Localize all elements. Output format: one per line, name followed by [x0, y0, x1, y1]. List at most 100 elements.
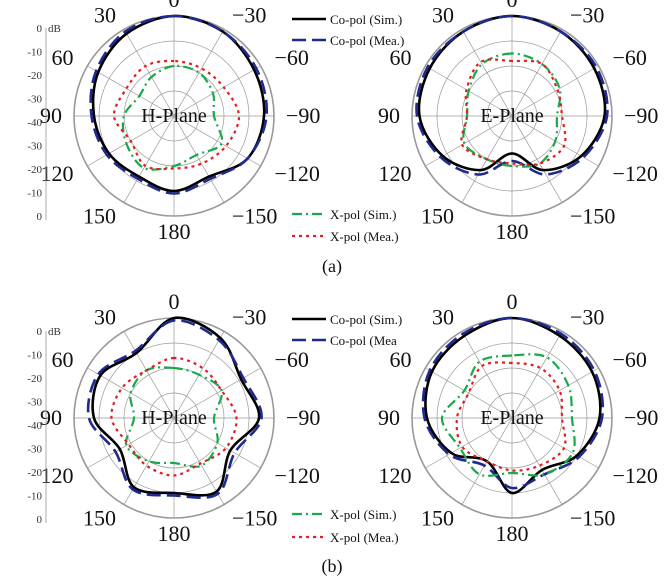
- legend-label: X-pol (Sim.): [330, 507, 396, 522]
- scale-tick-label: -40: [27, 117, 42, 129]
- scale-tick-label: -30: [27, 444, 42, 456]
- scale-tick-label: -30: [27, 141, 42, 153]
- plane-label: E-Plane: [480, 105, 543, 127]
- series-solid-line: [91, 14, 266, 193]
- angle-tick-label: −30: [570, 305, 604, 330]
- series-dash-line: [89, 14, 269, 195]
- legend-a-copol-sim: Co-pol (Sim.): [292, 12, 402, 27]
- angle-tick-label: 120: [379, 463, 412, 488]
- angle-tick-label: −90: [624, 405, 658, 430]
- legend-label: X-pol (Mea.): [330, 229, 399, 244]
- scale-tick-label: 0: [37, 514, 43, 526]
- grid-spoke: [425, 417, 513, 469]
- angle-tick-label: 30: [432, 305, 454, 330]
- grid-spoke: [87, 65, 175, 117]
- angle-tick-label: 60: [52, 45, 74, 70]
- angle-tick-label: −120: [612, 463, 657, 488]
- legend-a-xpol-mea: X-pol (Mea.): [292, 229, 399, 244]
- angle-tick-label: 180: [496, 521, 529, 546]
- grid-spoke: [511, 417, 563, 505]
- scale-tick-label: -40: [27, 420, 42, 432]
- legend-b-copol-sim: Co-pol (Sim.): [292, 312, 402, 327]
- scale-tick-label: -10: [27, 188, 42, 200]
- angle-tick-label: 180: [158, 521, 191, 546]
- polar-chart-a-h: 0 −30 −60 −90 −120 −150 180 150 120 90 60 30 H-Plane: [40, 0, 320, 244]
- grid-spoke: [173, 115, 225, 203]
- scale-tick-label: -10: [27, 491, 42, 503]
- angle-tick-label: −60: [274, 45, 308, 70]
- subfigure-caption-a: (a): [322, 256, 342, 277]
- grid-spoke: [87, 417, 175, 469]
- angle-tick-label: −60: [612, 347, 646, 372]
- scale-tick-label: -20: [27, 164, 42, 176]
- angle-tick-label: 60: [390, 45, 412, 70]
- db-scale-a: 0 -10 -20 -30 -40 -30 -20 -10 0 dB: [27, 23, 61, 223]
- angle-tick-label: −30: [232, 3, 266, 28]
- angle-tick-label: 0: [507, 0, 518, 12]
- angle-tick-label: 120: [41, 463, 74, 488]
- angle-tick-label: −120: [274, 161, 319, 186]
- grid-spoke: [173, 29, 225, 117]
- scale-unit: dB: [48, 23, 61, 35]
- angle-tick-label: 90: [40, 405, 62, 430]
- legend-a-copol-mea: Co-pol (Mea.): [292, 33, 404, 48]
- series-dashdot-line: [124, 366, 224, 468]
- legend-label: Co-pol (Mea.): [330, 33, 404, 48]
- grid-spoke: [123, 29, 175, 117]
- scale-tick-label: -20: [27, 373, 42, 385]
- angle-tick-label: −90: [624, 103, 658, 128]
- plane-label: H-Plane: [141, 407, 207, 429]
- series-dashdot-line: [440, 353, 576, 477]
- grid-spoke: [173, 65, 261, 117]
- angle-tick-label: 0: [507, 289, 518, 314]
- plane-label: H-Plane: [141, 105, 207, 127]
- grid-spoke: [173, 417, 225, 505]
- series-solid-line: [91, 316, 261, 497]
- angle-tick-label: 0: [169, 289, 180, 314]
- angle-tick-label: −150: [570, 203, 615, 228]
- plane-label: E-Plane: [480, 407, 543, 429]
- angle-tick-label: −120: [612, 161, 657, 186]
- angle-tick-label: 150: [421, 505, 454, 530]
- angle-tick-label: 150: [421, 203, 454, 228]
- scale-tick-label: 0: [37, 23, 43, 35]
- angle-tick-label: 120: [41, 161, 74, 186]
- series-dashdot-line: [462, 52, 562, 168]
- angle-tick-label: −150: [570, 505, 615, 530]
- angle-tick-label: −90: [286, 103, 320, 128]
- grid-spoke: [87, 367, 175, 419]
- angle-tick-label: −90: [286, 405, 320, 430]
- db-scale-b: 0 -10 -20 -30 -40 -30 -20 -10 0 dB: [27, 326, 61, 526]
- legend-label: X-pol (Sim.): [330, 207, 396, 222]
- scale-tick-label: -10: [27, 47, 42, 59]
- angle-tick-label: 90: [40, 103, 62, 128]
- legend-label: Co-pol (Mea: [330, 333, 397, 348]
- grid-spoke: [173, 115, 261, 167]
- grid-spoke: [461, 29, 513, 117]
- series-dot-line: [460, 58, 567, 167]
- scale-tick-label: 0: [37, 326, 43, 338]
- angle-tick-label: 180: [496, 219, 529, 244]
- series-dashdot-line: [121, 64, 224, 171]
- legend-label: Co-pol (Sim.): [330, 12, 402, 27]
- angle-tick-label: 150: [83, 505, 116, 530]
- angle-tick-label: 30: [94, 3, 116, 28]
- legend-label: X-pol (Mea.): [330, 530, 399, 545]
- angle-tick-label: 150: [83, 203, 116, 228]
- angle-tick-label: 0: [169, 0, 180, 12]
- scale-tick-label: -20: [27, 467, 42, 479]
- grid-spoke: [173, 417, 261, 469]
- angle-tick-label: −60: [612, 45, 646, 70]
- grid-spoke: [461, 331, 513, 419]
- scale-tick-label: 0: [37, 211, 43, 223]
- grid-spoke: [425, 367, 513, 419]
- scale-tick-label: -10: [27, 350, 42, 362]
- angle-tick-label: −30: [232, 305, 266, 330]
- grid-spoke: [511, 417, 599, 469]
- series-dash-line: [86, 319, 263, 499]
- legend-b-xpol-mea: X-pol (Mea.): [292, 530, 399, 545]
- angle-tick-label: −60: [274, 347, 308, 372]
- grid-spoke: [511, 29, 563, 117]
- polar-chart-b-e: 0 −30 −60 −90 −120 −150 180 150 120 90 60 30 E-Plane: [378, 289, 658, 546]
- grid-spoke: [123, 331, 175, 419]
